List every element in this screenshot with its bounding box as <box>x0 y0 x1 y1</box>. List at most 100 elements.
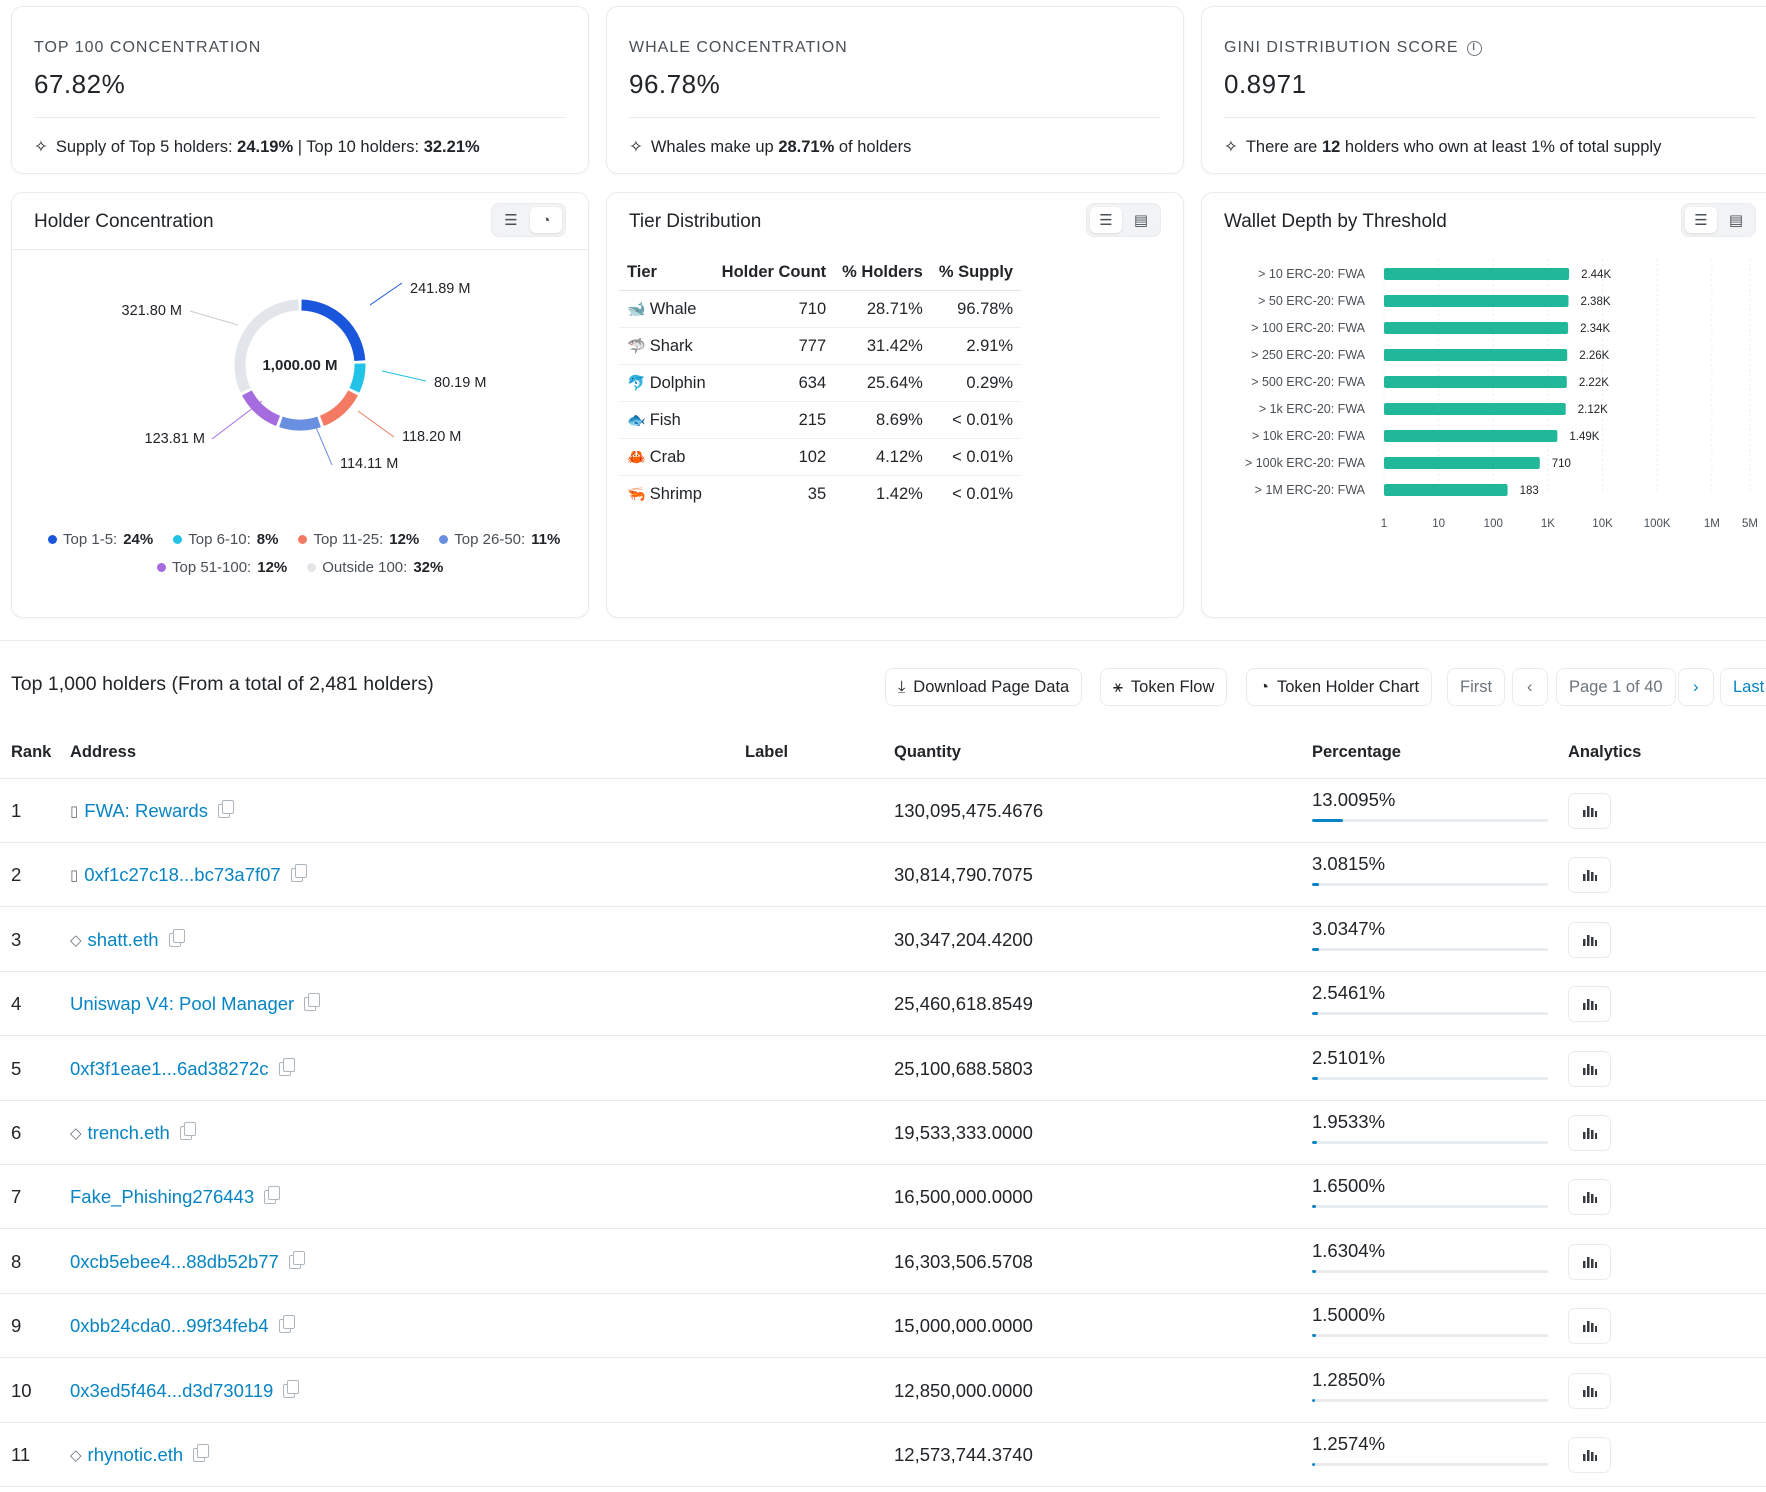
depth-bar[interactable] <box>1384 349 1568 361</box>
quantity-cell: 12,850,000.0000 <box>894 1379 1033 1401</box>
first-page-button[interactable]: First <box>1447 668 1506 706</box>
donut-segment[interactable] <box>349 363 366 393</box>
analytics-button[interactable] <box>1568 921 1611 958</box>
pct-holders-cell: 31.42% <box>834 327 931 365</box>
copy-icon[interactable] <box>283 1379 300 1398</box>
analytics-button[interactable] <box>1568 1115 1611 1151</box>
analytics-button[interactable] <box>1568 1243 1611 1280</box>
depth-bar[interactable] <box>1384 403 1566 415</box>
list-view-icon[interactable]: ☰ <box>1090 207 1122 233</box>
address-link[interactable]: Uniswap V4: Pool Manager <box>70 993 295 1015</box>
ens-icon: ◇ <box>70 931 82 949</box>
depth-bar[interactable] <box>1384 268 1570 280</box>
col-address: Address <box>70 743 137 761</box>
address-link[interactable]: rhynotic.eth <box>87 1444 184 1465</box>
copy-icon[interactable] <box>217 800 234 818</box>
tier-cell: 🐬 Dolphin <box>619 364 714 402</box>
copy-icon[interactable] <box>290 864 307 883</box>
holder-row: 4 Uniswap V4: Pool Manager 25,460,618.8549… <box>0 972 1766 1037</box>
next-page-button[interactable]: › <box>1678 668 1714 706</box>
copy-icon[interactable] <box>278 1057 295 1076</box>
stat-value: 0.8971 <box>1224 69 1307 99</box>
percentage-cell: 3.0815% <box>1312 853 1548 887</box>
address-link[interactable]: FWA: Rewards <box>84 800 208 821</box>
prev-page-button[interactable]: ‹ <box>1512 668 1548 706</box>
donut-segment[interactable] <box>279 416 321 431</box>
copy-icon[interactable] <box>168 928 185 947</box>
depth-bar[interactable] <box>1384 295 1569 307</box>
col-pct-supply[interactable]: % Supply <box>930 255 1022 291</box>
address-link[interactable]: 0x3ed5f464...d3d730119 <box>70 1379 274 1401</box>
analytics-button[interactable] <box>1568 793 1611 829</box>
bar-chart-icon <box>1582 1385 1597 1397</box>
col-holder-count[interactable]: Holder Count <box>713 255 835 291</box>
view-toggle: ☰ ▤ <box>1086 203 1161 237</box>
analytics-button[interactable] <box>1568 857 1611 894</box>
col-percentage: Percentage <box>1312 743 1401 761</box>
bar-chart-icon <box>1582 806 1597 817</box>
donut-segment[interactable] <box>319 390 358 426</box>
bar-value-label: 1.49K <box>1569 431 1599 443</box>
address-link[interactable]: 0xcb5ebee4...88db52b77 <box>70 1250 279 1272</box>
download-button[interactable]: ⤓ Download Page Data <box>885 668 1083 706</box>
analytics-button[interactable] <box>1568 1372 1611 1409</box>
address-cell: Uniswap V4: Pool Manager <box>70 972 321 1036</box>
donut-segment[interactable] <box>234 299 299 393</box>
last-page-button[interactable]: Last <box>1720 668 1766 706</box>
sparkle-icon: ✧ <box>1224 138 1238 156</box>
pie-view-icon[interactable]: ◔ <box>530 207 562 233</box>
legend-dot <box>173 535 183 544</box>
address-cell: 0xf3f1eae1...6ad38272c <box>70 1037 295 1101</box>
address-link[interactable]: 0xf1c27c18...bc73a7f07 <box>84 864 281 886</box>
donut-segment[interactable] <box>242 390 281 426</box>
label-leader-line <box>189 310 239 326</box>
depth-bar[interactable] <box>1384 376 1567 388</box>
donut-segment[interactable] <box>301 299 366 362</box>
address-cell: ▯ FWA: Rewards <box>70 779 234 843</box>
address-link[interactable]: trench.eth <box>87 1122 170 1143</box>
tier-row: 🦀 Crab 102 4.12% < 0.01% <box>619 438 1022 476</box>
bar-value-label: 2.12K <box>1578 404 1608 416</box>
divider <box>629 117 1161 118</box>
col-tier[interactable]: Tier <box>619 255 714 291</box>
view-toggle: ☰ ◔ <box>491 203 566 237</box>
copy-icon[interactable] <box>264 1186 281 1205</box>
col-label: Label <box>745 743 789 761</box>
bar-value-label: 710 <box>1552 458 1571 470</box>
analytics-button[interactable] <box>1568 1179 1611 1216</box>
divider <box>34 117 566 118</box>
depth-bar[interactable] <box>1384 484 1508 496</box>
analytics-button[interactable] <box>1568 1308 1611 1345</box>
token-holder-chart-button[interactable]: ◔ Token Holder Chart <box>1246 668 1433 706</box>
col-pct-holders[interactable]: % Holders <box>834 255 931 291</box>
bar-category-label: > 50 ERC-20: FWA <box>1258 294 1366 308</box>
list-view-icon[interactable]: ☰ <box>504 212 518 229</box>
address-link[interactable]: shatt.eth <box>87 928 159 950</box>
copy-icon[interactable] <box>193 1444 210 1462</box>
address-cell: Fake_Phishing276443 <box>70 1165 281 1229</box>
copy-icon[interactable] <box>278 1315 295 1334</box>
depth-bar[interactable] <box>1384 457 1540 469</box>
depth-bar[interactable] <box>1384 322 1569 334</box>
depth-bar[interactable] <box>1384 430 1558 442</box>
bar-view-icon[interactable]: ▤ <box>1133 212 1149 229</box>
bar-view-icon[interactable]: ▤ <box>1728 212 1744 229</box>
analytics-button[interactable] <box>1568 1050 1611 1087</box>
tier-icon: 🦈 <box>627 337 646 355</box>
view-toggle: ☰ ▤ <box>1681 203 1756 237</box>
token-flow-button[interactable]: ⚹ Token Flow <box>1100 668 1228 706</box>
list-view-icon[interactable]: ☰ <box>1685 207 1717 233</box>
info-icon[interactable]: i <box>1466 41 1482 56</box>
address-link[interactable]: 0xf3f1eae1...6ad38272c <box>70 1057 269 1079</box>
address-link[interactable]: 0xbb24cda0...99f34feb4 <box>70 1315 269 1337</box>
page-indicator: Page 1 of 40 <box>1556 668 1676 706</box>
analytics-button[interactable] <box>1568 1437 1611 1473</box>
copy-icon[interactable] <box>288 1250 305 1269</box>
copy-icon[interactable] <box>304 993 321 1012</box>
copy-icon[interactable] <box>179 1122 196 1140</box>
tier-row: 🦐 Shrimp 35 1.42% < 0.01% <box>619 476 1021 513</box>
address-link[interactable]: Fake_Phishing276443 <box>70 1186 255 1208</box>
analytics-button[interactable] <box>1568 986 1611 1023</box>
segment-label: 241.89 M <box>410 281 470 297</box>
tier-icon: 🦀 <box>627 448 646 466</box>
